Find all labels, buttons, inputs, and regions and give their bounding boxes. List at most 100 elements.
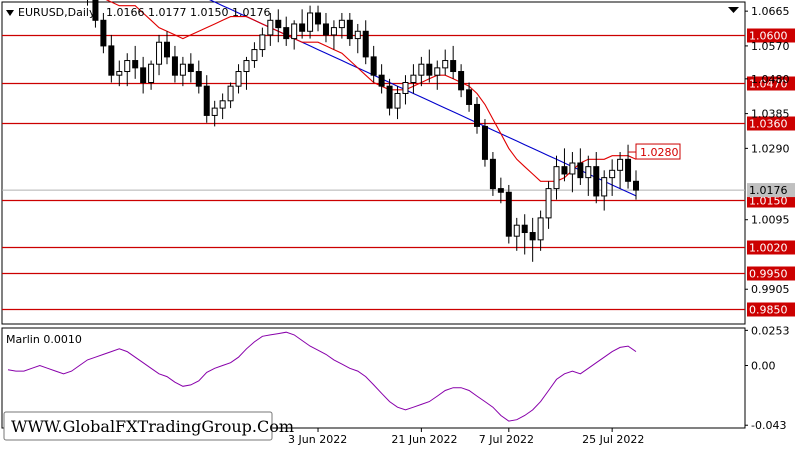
candle-body: [537, 217, 544, 241]
horizontal-levels: 1.08301.07801.06001.04701.03601.01501.00…: [2, 28, 795, 317]
candle-body: [362, 30, 369, 58]
level-tag: [747, 76, 795, 91]
blue-moving-average: [209, 0, 637, 197]
current-price-tag: [747, 183, 795, 198]
candle-body: [378, 74, 385, 87]
candle-body: [187, 63, 194, 73]
candle-body: [251, 49, 258, 62]
price-tick-label: 1.0385: [751, 108, 790, 121]
candle-body: [617, 158, 624, 171]
candle-body: [529, 232, 536, 241]
candle-body: [633, 180, 639, 191]
symbol-dropdown-icon: [6, 10, 14, 16]
oscillator-tick-label: 0.00: [751, 360, 776, 373]
candle-body: [442, 60, 449, 69]
marlin-line: [7, 331, 637, 422]
candle-body: [156, 41, 163, 65]
candle-body: [426, 63, 433, 76]
ohlc-values: 1.0166 1.0177 1.0150 1.0176: [106, 6, 270, 19]
candle-body: [338, 19, 345, 29]
oscillator-tick-label: -0.043: [751, 419, 786, 432]
date-label: 7 Jul 2022: [479, 433, 534, 446]
candle-body: [124, 60, 131, 73]
candle-body: [394, 92, 401, 109]
candle-body: [108, 45, 115, 76]
candle-body: [132, 60, 139, 69]
candle-body: [243, 60, 250, 73]
oscillator-tick-label: 0.0253: [751, 324, 790, 337]
candle-body: [148, 63, 155, 83]
date-axis: 3 Jun 2022 21 Jun 2022 7 Jul 2022 25 Jul 20…: [288, 428, 644, 446]
price-tick-label: 1.0095: [751, 214, 790, 227]
level-tag: [747, 266, 795, 281]
chart-scroll-icon: [728, 7, 739, 13]
overlay-labels: 1.0280 EURUSD,Daily 1.0166 1.0177 1.0150 1…: [3, 6, 739, 441]
candle-body: [219, 100, 226, 109]
level-tag-label: 0.9950: [749, 268, 788, 281]
candle-body: [553, 166, 560, 190]
candlesticks: [86, 0, 639, 262]
candle-body: [434, 67, 441, 76]
candle-body: [466, 89, 473, 105]
current-price-label: 1.0176: [749, 184, 788, 197]
candle-body: [195, 71, 202, 87]
oscillator-panel-frame: [1, 327, 746, 429]
candle-body: [307, 12, 314, 32]
candle-body: [418, 63, 425, 76]
date-label: 25 Jul 2022: [582, 433, 644, 446]
level-tag: [747, 240, 795, 255]
candle-body: [299, 23, 306, 32]
level-tag: [747, 116, 795, 131]
price-axis: 1.0665 1.0570 1.0480 1.0385 1.0290 1.0095 0.99…: [745, 5, 795, 296]
candle-body: [315, 12, 322, 25]
symbol-timeframe: EURUSD,Daily: [18, 6, 96, 19]
candle-body: [474, 103, 481, 127]
price-tick-label: 1.0480: [751, 73, 790, 86]
level-tag-label: 0.9850: [749, 304, 788, 317]
candle-body: [410, 74, 417, 83]
candle-body: [275, 19, 282, 29]
moving-averages: [105, 0, 637, 197]
candle-body: [227, 85, 234, 102]
callout-label: 1.0280: [640, 146, 679, 159]
candle-body: [505, 191, 512, 237]
candle-body: [585, 166, 592, 179]
candle-body: [92, 0, 99, 21]
date-label: 3 Jun 2022: [288, 433, 347, 446]
candle-body: [497, 188, 504, 193]
candle-body: [386, 85, 393, 109]
candle-body: [179, 63, 186, 76]
candle-body: [458, 71, 465, 91]
candle-body: [370, 56, 377, 76]
candle-body: [521, 224, 528, 234]
level-tag-label: 1.0470: [749, 78, 788, 91]
candle-body: [481, 125, 488, 160]
candle-body: [450, 60, 457, 73]
candle-body: [267, 19, 274, 36]
candle-body: [354, 30, 361, 40]
candle-body: [322, 23, 329, 36]
price-tick-label: 1.0570: [751, 40, 790, 53]
candle-body: [609, 169, 616, 179]
level-tag-label: 1.0360: [749, 118, 788, 131]
candle-body: [577, 162, 584, 179]
candle-body: [593, 166, 600, 197]
candle-body: [140, 67, 147, 84]
level-tag-label: 1.0600: [749, 30, 788, 43]
level-tag: [747, 28, 795, 43]
candle-body: [569, 162, 576, 175]
candle-body: [100, 19, 107, 47]
price-tick-label: 1.0290: [751, 142, 790, 155]
date-label: 21 Jun 2022: [391, 433, 457, 446]
candle-body: [203, 85, 210, 116]
price-tick-label: 1.0665: [751, 5, 790, 18]
candle-body: [346, 19, 353, 40]
candle-body: [561, 166, 568, 175]
price-tick-label: 0.9905: [751, 283, 790, 296]
candle-body: [163, 41, 170, 58]
candle-body: [291, 23, 298, 40]
candle-body: [116, 71, 123, 76]
oscillator-label: Marlin 0.0010: [6, 333, 82, 346]
candle-body: [489, 158, 496, 190]
